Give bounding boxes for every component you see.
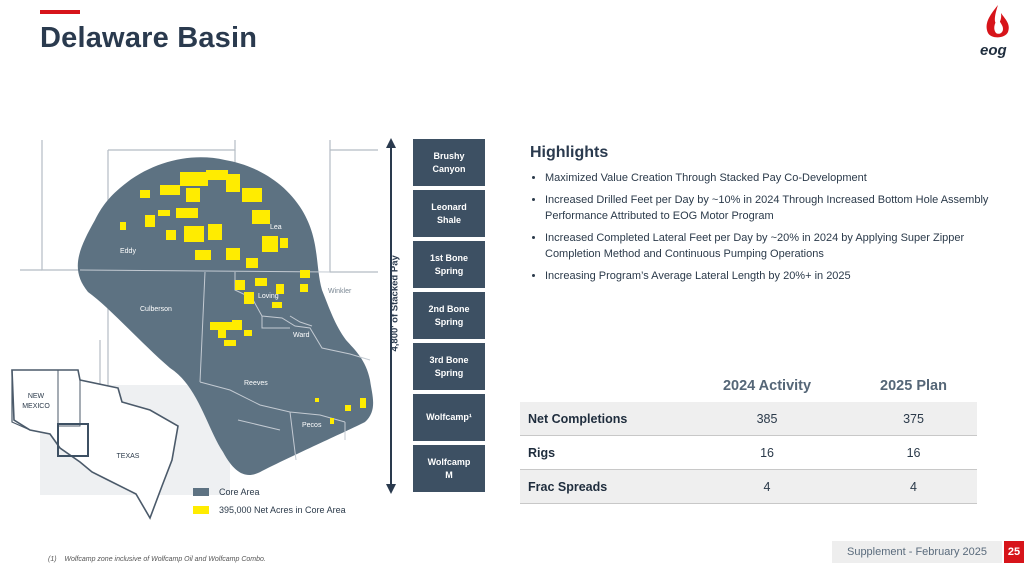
- zone-wolfcamp: Wolfcamp¹: [413, 394, 485, 441]
- zone-line: Canyon: [432, 163, 466, 174]
- cell-value: 385: [684, 402, 851, 436]
- row-label: Frac Spreads: [520, 469, 684, 504]
- county-label-culberson: Culberson: [140, 306, 172, 313]
- map-legend: Core Area 395,000 Net Acres in Core Area: [193, 483, 346, 519]
- zone-line: Wolfcamp¹: [426, 412, 472, 422]
- logo-text: eog: [980, 42, 1007, 59]
- highlights-list: Maximized Value Creation Through Stacked…: [530, 170, 990, 284]
- cell-value: 375: [850, 402, 977, 436]
- county-label-winkler: Winkler: [328, 288, 352, 295]
- county-label-loving: Loving: [258, 293, 279, 300]
- county-label-lea: Lea: [270, 224, 282, 231]
- legend-net-acres: 395,000 Net Acres in Core Area: [193, 501, 346, 519]
- legend-label: Core Area: [219, 487, 260, 497]
- stacked-pay-arrow-icon: [386, 138, 396, 494]
- footnote: (1) Wolfcamp zone inclusive of Wolfcamp …: [48, 556, 266, 563]
- zone-line: Wolfcamp: [427, 456, 471, 467]
- page-number: 25: [1004, 541, 1024, 563]
- column-header-2025: 2025 Plan: [880, 378, 947, 394]
- column-header-2024: 2024 Activity: [722, 378, 812, 394]
- highlights-panel: Highlights Maximized Value Creation Thro…: [530, 144, 990, 290]
- legend-swatch-acres: [193, 506, 209, 514]
- table-row: Rigs 16 16: [520, 435, 977, 470]
- county-label-eddy: Eddy: [120, 248, 136, 255]
- zone-line: Leonard: [431, 201, 467, 212]
- zone-line: Spring: [434, 316, 464, 327]
- inset-label-new-mexico-2: MEXICO: [22, 403, 50, 410]
- cell-value: 4: [684, 469, 851, 504]
- zone-line: M: [445, 469, 453, 480]
- county-label-ward: Ward: [293, 332, 310, 339]
- eog-flame-logo-icon: [986, 5, 1009, 38]
- legend-swatch-core: [193, 488, 209, 496]
- inset-locator-map: NEW MEXICO TEXAS: [11, 369, 179, 520]
- zone-1st-bone-spring: 1st Bone Spring: [413, 241, 485, 288]
- zone-line: 3rd Bone: [429, 354, 469, 365]
- inset-label-texas: TEXAS: [117, 453, 140, 460]
- activity-table: 2024 Activity 2025 Plan Net Completions …: [520, 370, 977, 504]
- table-header-blank: [520, 370, 684, 402]
- highlight-bullet: Increased Drilled Feet per Day by ~10% i…: [545, 192, 990, 224]
- page-title: Delaware Basin: [40, 22, 258, 54]
- table-row: Frac Spreads 4 4: [520, 469, 977, 504]
- supplement-label: Supplement - February 2025: [832, 541, 1002, 563]
- zone-line: Shale: [436, 214, 461, 225]
- cell-value: 16: [684, 435, 851, 470]
- zone-3rd-bone-spring: 3rd Bone Spring: [413, 343, 485, 390]
- county-label-reeves: Reeves: [244, 380, 268, 387]
- highlights-title: Highlights: [530, 144, 609, 161]
- table-header-row: 2024 Activity 2025 Plan: [520, 370, 977, 402]
- highlight-bullet: Increased Completed Lateral Feet per Day…: [545, 230, 990, 262]
- zone-2nd-bone-spring: 2nd Bone Spring: [413, 292, 485, 339]
- cell-value: 4: [850, 469, 977, 504]
- zone-line: Brushy: [433, 150, 465, 161]
- zone-line: Spring: [434, 265, 464, 276]
- county-label-pecos: Pecos: [302, 422, 322, 429]
- row-label: Rigs: [520, 435, 684, 470]
- core-county-lines: [79, 269, 371, 461]
- core-area-shape: [77, 157, 374, 475]
- table-row: Net Completions 385 375: [520, 402, 977, 436]
- acreage-blocks: [120, 170, 366, 424]
- legend-core-area: Core Area: [193, 483, 346, 501]
- title-accent-bar: [40, 10, 80, 14]
- zone-leonard-shale: Leonard Shale: [413, 190, 485, 237]
- inset-label-new-mexico-1: NEW: [28, 393, 45, 400]
- footnote-marker: (1): [48, 556, 57, 563]
- zone-wolfcamp-m: Wolfcamp M: [413, 445, 485, 492]
- cell-value: 16: [850, 435, 977, 470]
- footnote-text: Wolfcamp zone inclusive of Wolfcamp Oil …: [64, 556, 266, 563]
- highlight-bullet: Maximized Value Creation Through Stacked…: [545, 170, 990, 186]
- delaware-basin-map: Eddy Lea Loving Culberson Ward Reeves Pe…: [0, 130, 385, 530]
- zone-brushy-canyon: Brushy Canyon: [413, 139, 485, 186]
- row-label: Net Completions: [520, 402, 684, 436]
- stacked-pay-label: 4,800' of Stacked Pay: [389, 255, 401, 352]
- legend-label: 395,000 Net Acres in Core Area: [219, 505, 346, 515]
- stratigraphic-column: Brushy Canyon Leonard Shale 1st Bone Spring…: [413, 139, 485, 496]
- zone-line: 2nd Bone: [428, 303, 470, 314]
- highlight-bullet: Increasing Program’s Average Lateral Len…: [545, 268, 990, 284]
- zone-line: Spring: [434, 367, 464, 378]
- zone-line: 1st Bone: [429, 252, 468, 263]
